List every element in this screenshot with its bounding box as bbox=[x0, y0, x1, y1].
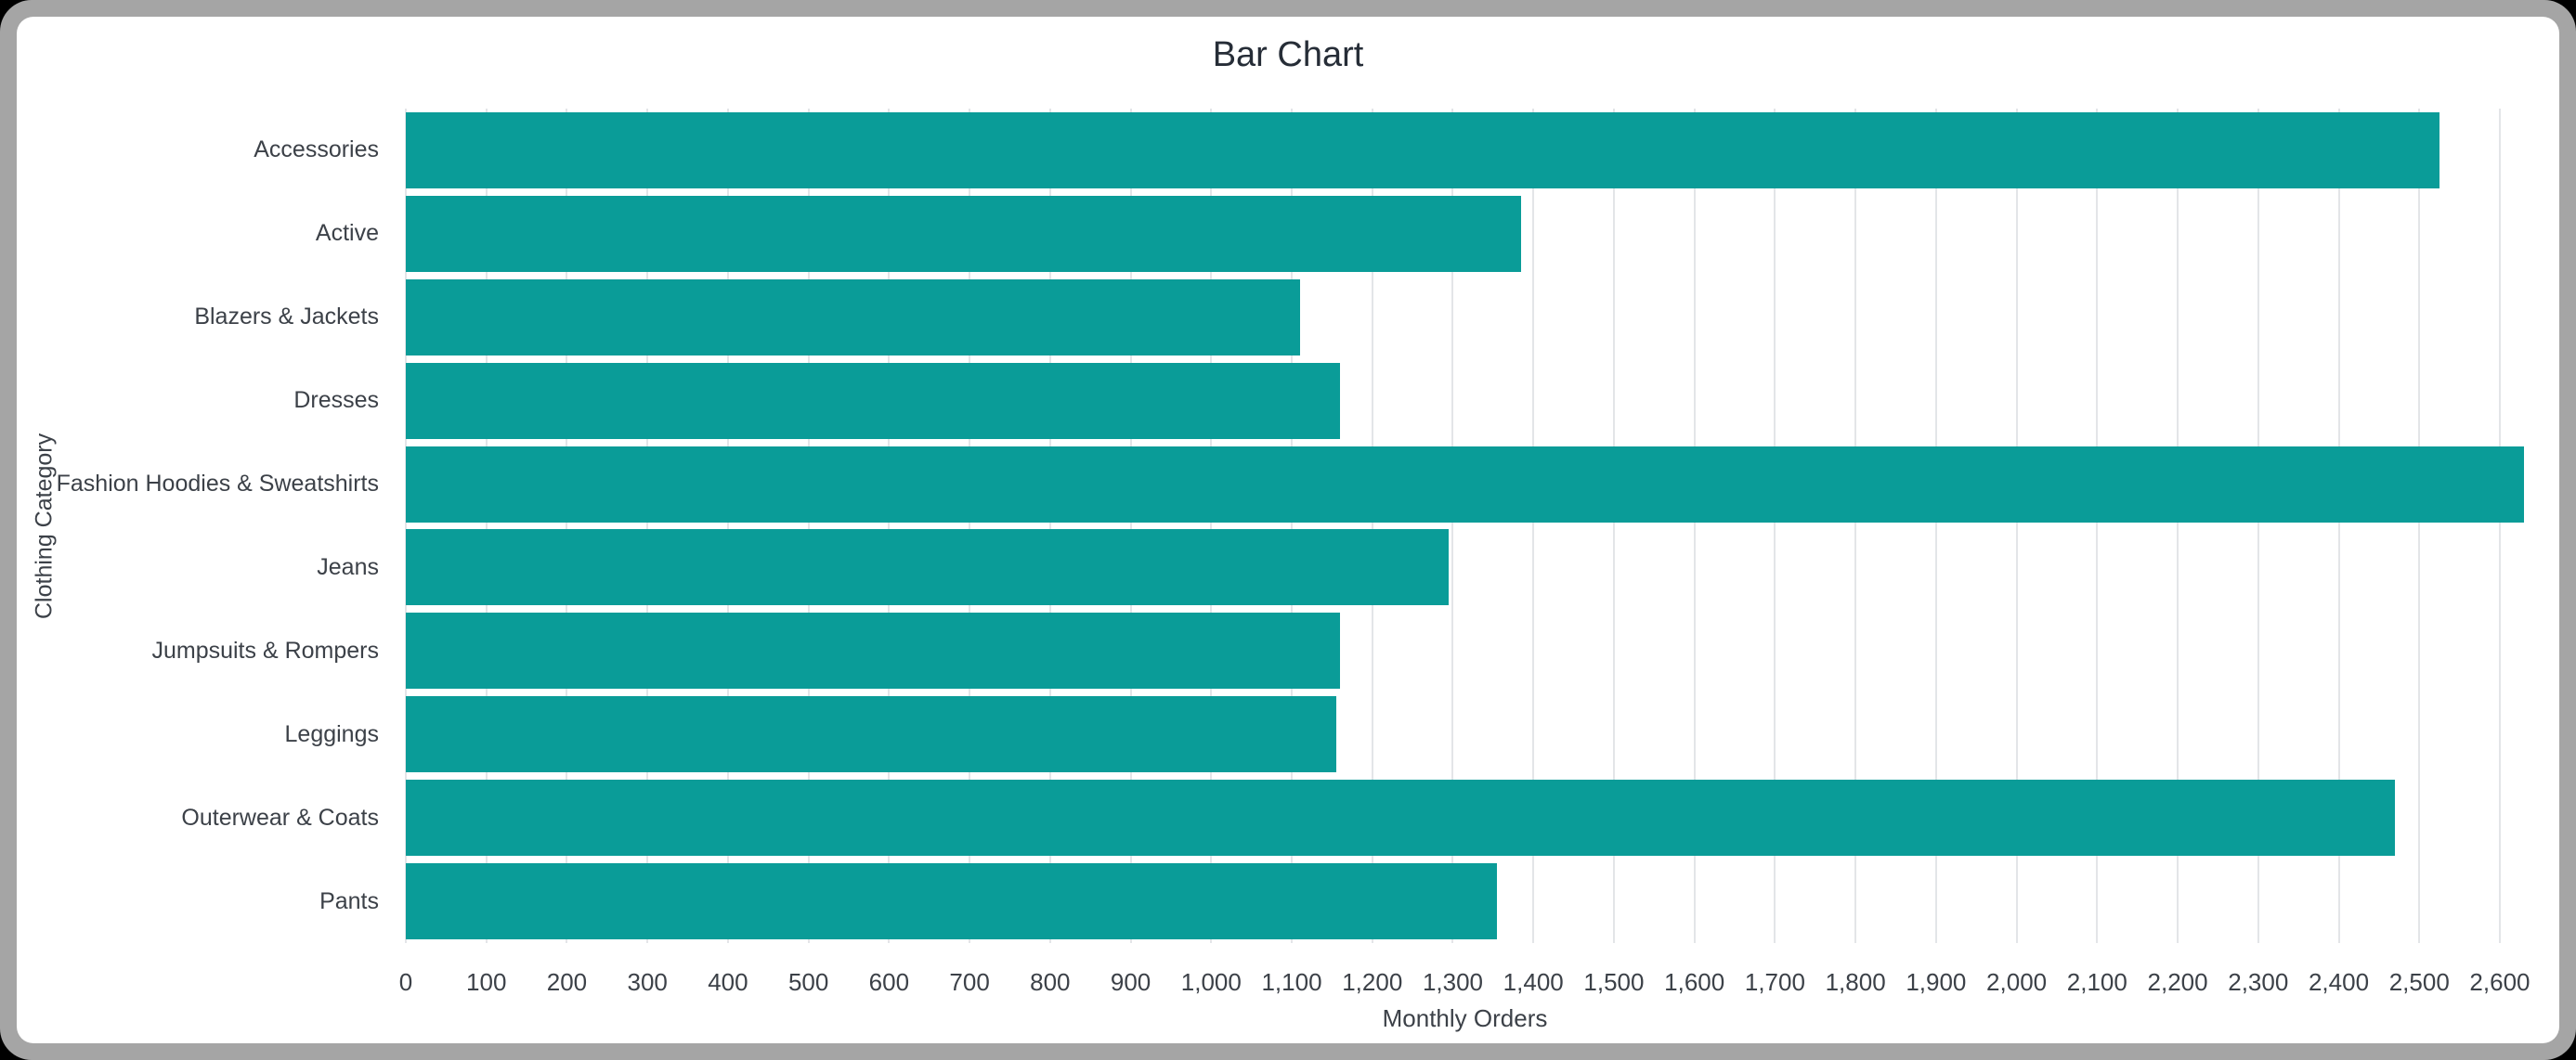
bar-row-leggings bbox=[406, 692, 2524, 776]
bar-row-jumpsuits-rompers bbox=[406, 609, 2524, 692]
chart-title: Bar Chart bbox=[1212, 35, 1364, 74]
x-tick-label-2600: 2,600 bbox=[2469, 968, 2530, 996]
plot-area bbox=[405, 109, 2524, 943]
x-tick-label-1200: 1,200 bbox=[1342, 968, 1403, 996]
gridline-1600 bbox=[1693, 109, 1696, 943]
category-label-active: Active bbox=[315, 220, 379, 247]
x-tick-label-2000: 2,000 bbox=[1986, 968, 2048, 996]
gridline-300 bbox=[646, 109, 649, 943]
x-tick-label-1300: 1,300 bbox=[1422, 968, 1484, 996]
gridline-2600 bbox=[2498, 109, 2501, 943]
x-axis-title: Monthly Orders bbox=[1382, 1004, 1548, 1032]
category-label-pants: Pants bbox=[319, 887, 379, 914]
bar-jumpsuits-rompers[interactable] bbox=[406, 613, 1341, 690]
y-axis-tick-labels: Accessories Active Blazers & Jackets Dresse… bbox=[17, 109, 379, 943]
category-label-blazers-jackets: Blazers & Jackets bbox=[194, 304, 379, 330]
x-tick-label-200: 200 bbox=[546, 968, 588, 996]
x-tick-label-2200: 2,200 bbox=[2147, 968, 2208, 996]
bar-series bbox=[406, 109, 2524, 943]
x-tick-label-2100: 2,100 bbox=[2066, 968, 2127, 996]
bar-leggings[interactable] bbox=[406, 696, 1336, 773]
bar-fashion-hoodies-sweatshirts[interactable] bbox=[406, 446, 2524, 523]
bar-row-jeans bbox=[406, 526, 2524, 610]
gridline-600 bbox=[888, 109, 891, 943]
x-tick-label-1000: 1,000 bbox=[1180, 968, 1242, 996]
gridline-1300 bbox=[1451, 109, 1454, 943]
gridline-700 bbox=[969, 109, 971, 943]
bar-pants[interactable] bbox=[406, 863, 1498, 940]
gridline-1700 bbox=[1774, 109, 1776, 943]
gridline-2500 bbox=[2418, 109, 2421, 943]
bar-row-dresses bbox=[406, 359, 2524, 443]
x-tick-label-1900: 1,900 bbox=[1906, 968, 1967, 996]
gridline-2100 bbox=[2096, 109, 2099, 943]
gridline-900 bbox=[1129, 109, 1132, 943]
gridline-2300 bbox=[2257, 109, 2259, 943]
x-tick-label-600: 600 bbox=[868, 968, 910, 996]
gridline-0 bbox=[405, 109, 407, 943]
x-tick-label-500: 500 bbox=[787, 968, 829, 996]
gridline-2200 bbox=[2177, 109, 2179, 943]
x-tick-label-800: 800 bbox=[1030, 968, 1071, 996]
bar-row-fashion-hoodies-sweatshirts bbox=[406, 443, 2524, 526]
bar-row-pants bbox=[406, 860, 2524, 943]
gridline-800 bbox=[1048, 109, 1051, 943]
x-tick-label-2400: 2,400 bbox=[2308, 968, 2370, 996]
gridline-1100 bbox=[1291, 109, 1294, 943]
gridline-1200 bbox=[1371, 109, 1373, 943]
bar-outerwear-coats[interactable] bbox=[406, 780, 2396, 857]
gridline-2400 bbox=[2337, 109, 2340, 943]
category-label-accessories: Accessories bbox=[254, 136, 379, 163]
chart-card: Bar Chart Clothing Category Accessories A… bbox=[17, 17, 2559, 1043]
x-tick-label-1100: 1,100 bbox=[1261, 968, 1322, 996]
x-tick-label-100: 100 bbox=[466, 968, 507, 996]
gridline-1500 bbox=[1612, 109, 1615, 943]
x-tick-label-0: 0 bbox=[398, 968, 413, 996]
gridline-1000 bbox=[1210, 109, 1213, 943]
gridline-400 bbox=[726, 109, 729, 943]
x-tick-label-300: 300 bbox=[627, 968, 668, 996]
bar-active[interactable] bbox=[406, 195, 1522, 272]
x-tick-label-1800: 1,800 bbox=[1825, 968, 1886, 996]
gridline-500 bbox=[807, 109, 810, 943]
category-label-jumpsuits-rompers: Jumpsuits & Rompers bbox=[151, 637, 379, 664]
gridline-200 bbox=[566, 109, 568, 943]
gridline-1400 bbox=[1532, 109, 1535, 943]
gridline-1800 bbox=[1854, 109, 1857, 943]
x-tick-label-700: 700 bbox=[949, 968, 990, 996]
x-tick-label-2500: 2,500 bbox=[2388, 968, 2450, 996]
bar-dresses[interactable] bbox=[406, 362, 1341, 439]
bar-accessories[interactable] bbox=[406, 111, 2439, 188]
x-tick-label-1500: 1,500 bbox=[1583, 968, 1645, 996]
bar-jeans[interactable] bbox=[406, 529, 1450, 606]
gridline-100 bbox=[485, 109, 488, 943]
x-tick-label-2300: 2,300 bbox=[2228, 968, 2289, 996]
x-tick-label-1700: 1,700 bbox=[1744, 968, 1805, 996]
bar-row-outerwear-coats bbox=[406, 776, 2524, 860]
x-tick-label-1600: 1,600 bbox=[1664, 968, 1725, 996]
x-tick-label-400: 400 bbox=[708, 968, 748, 996]
category-label-outerwear-coats: Outerwear & Coats bbox=[181, 804, 379, 831]
category-label-fashion-hoodies-sweatshirts: Fashion Hoodies & Sweatshirts bbox=[56, 471, 379, 498]
category-label-leggings: Leggings bbox=[284, 720, 379, 747]
x-axis-tick-labels: 0 100 200 300 400 500 600 700 800 900 1,000 1,100 1,… bbox=[399, 965, 2530, 999]
category-label-jeans: Jeans bbox=[317, 553, 379, 580]
bar-row-accessories bbox=[406, 109, 2524, 192]
gridline-2000 bbox=[2015, 109, 2018, 943]
category-label-dresses: Dresses bbox=[293, 387, 379, 414]
bar-blazers-jackets[interactable] bbox=[406, 278, 1300, 355]
bar-row-blazers-jackets bbox=[406, 276, 2524, 359]
x-tick-label-900: 900 bbox=[1110, 968, 1151, 996]
bar-row-active bbox=[406, 192, 2524, 276]
gridline-1900 bbox=[1934, 109, 1937, 943]
x-tick-label-1400: 1,400 bbox=[1503, 968, 1564, 996]
